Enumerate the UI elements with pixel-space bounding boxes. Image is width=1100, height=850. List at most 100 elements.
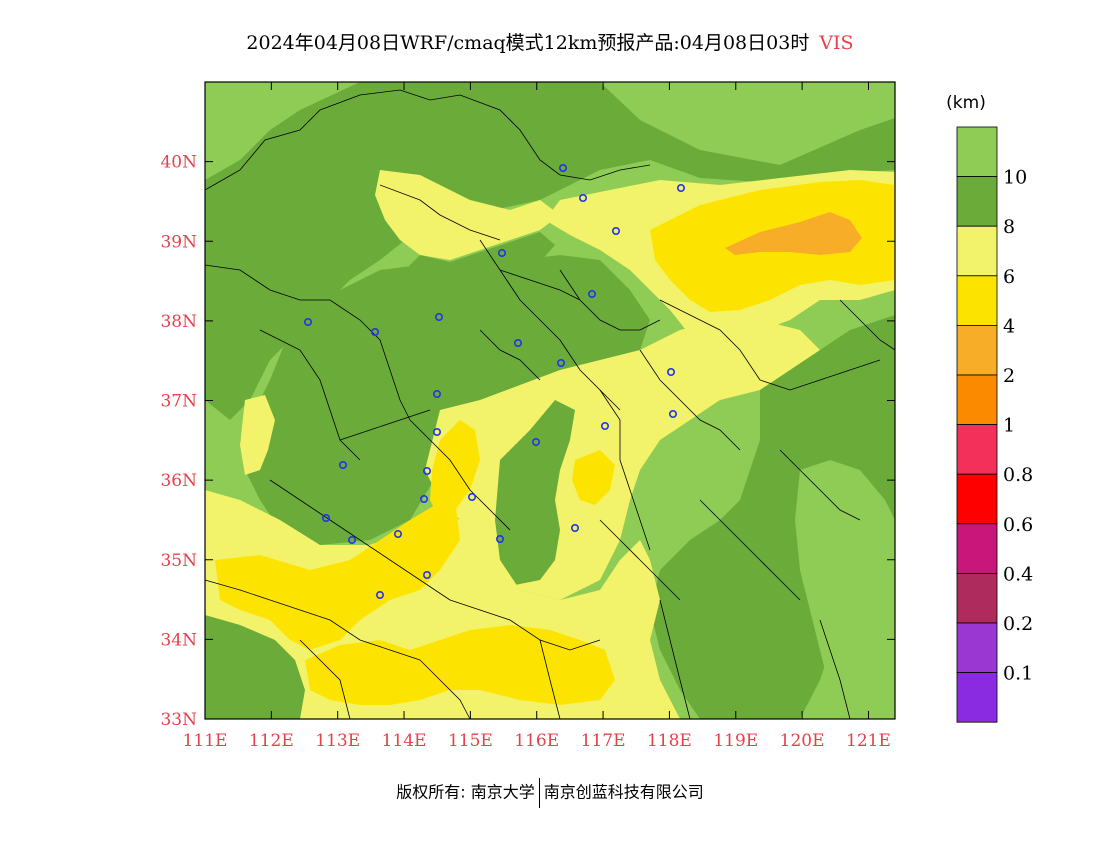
- legend-swatch: [956, 473, 998, 525]
- lat-label-33N: 33N: [160, 710, 197, 730]
- legend-label: 0.6: [1003, 514, 1033, 536]
- legend-label: 2: [1003, 365, 1015, 387]
- city-marker: [495, 534, 504, 543]
- lon-label-117E: 117E: [581, 731, 626, 751]
- color-legend: (km) 10 8 6 4 2 1 0.8 0.6 0.4 0.2 0.1: [946, 93, 1033, 723]
- legend-swatch: [956, 424, 998, 475]
- city-marker: [513, 338, 522, 347]
- city-marker: [497, 249, 506, 258]
- city-marker: [570, 523, 579, 532]
- lat-label-37N: 37N: [160, 392, 197, 412]
- lat-label-39N: 39N: [160, 232, 197, 252]
- city-marker: [434, 312, 443, 321]
- city-marker: [578, 194, 587, 203]
- legend-labels: 10 8 6 4 2 1 0.8 0.6 0.4 0.2 0.1: [1003, 167, 1033, 685]
- legend-label: 8: [1003, 216, 1015, 238]
- chart-title: 2024年04月08日WRF/cmaq模式12km预报产品:04月08日03时 V…: [0, 28, 1100, 55]
- legend-label: 0.2: [1003, 613, 1033, 635]
- city-marker: [432, 389, 441, 398]
- city-marker: [375, 590, 384, 599]
- zone-dark-green-southwest: [205, 615, 305, 719]
- lon-label-115E: 115E: [448, 731, 493, 751]
- city-marker: [556, 358, 565, 367]
- legend-swatch: [956, 324, 998, 376]
- latitude-axis: 40N 39N 38N 37N 36N 35N 34N 33N: [160, 153, 197, 730]
- legend-label: 10: [1003, 167, 1027, 189]
- legend-swatch: [956, 126, 998, 177]
- city-marker: [432, 427, 441, 436]
- zone-yellow-west-patch: [240, 395, 275, 475]
- city-marker: [611, 227, 620, 236]
- legend-label: 0.4: [1003, 563, 1033, 585]
- city-marker: [422, 466, 431, 475]
- lon-label-112E: 112E: [249, 731, 294, 751]
- legend-swatch: [956, 573, 998, 624]
- city-marker: [422, 570, 431, 579]
- axis-ticks: [204, 82, 895, 720]
- city-marker: [600, 421, 609, 430]
- city-markers: [303, 164, 685, 599]
- visibility-zones: [205, 82, 895, 719]
- city-marker: [370, 327, 379, 336]
- lat-label-36N: 36N: [160, 471, 197, 491]
- lat-label-40N: 40N: [160, 153, 197, 173]
- footer-copyright: 版权所有: 南京大学 南京创蓝科技有限公司: [0, 778, 1100, 808]
- city-marker: [338, 460, 347, 469]
- legend-swatch: [956, 275, 998, 326]
- province-borders: [204, 89, 896, 720]
- lat-label-34N: 34N: [160, 630, 197, 650]
- lon-label-121E: 121E: [846, 731, 891, 751]
- legend-swatch: [956, 622, 998, 673]
- city-marker: [419, 494, 428, 503]
- lon-label-116E: 116E: [514, 731, 559, 751]
- legend-label: 6: [1003, 266, 1015, 288]
- city-marker: [531, 437, 540, 446]
- lon-label-111E: 111E: [183, 731, 228, 751]
- city-marker: [587, 289, 596, 298]
- lat-label-38N: 38N: [160, 312, 197, 332]
- longitude-axis: 111E 112E 113E 114E 115E 116E 117E 118E 119E 120E…: [183, 731, 891, 751]
- city-marker: [303, 317, 312, 326]
- lat-label-35N: 35N: [160, 551, 197, 571]
- zone-dark-green-hebei-plain: [495, 400, 575, 585]
- city-marker: [558, 164, 567, 173]
- map-area: [204, 81, 896, 720]
- legend-label: 0.1: [1003, 663, 1033, 685]
- footer-separator: [538, 778, 540, 808]
- title-main: 2024年04月08日WRF/cmaq模式12km预报产品:04月08日03时: [246, 32, 810, 54]
- lon-label-120E: 120E: [780, 731, 825, 751]
- city-marker: [467, 492, 476, 501]
- legend-swatch: [956, 225, 998, 277]
- legend-label: 1: [1003, 415, 1015, 437]
- zone-gold-central-2: [572, 450, 615, 505]
- zone-gold-south-2: [305, 625, 615, 705]
- city-marker: [668, 409, 677, 418]
- footer-right: 南京创蓝科技有限公司: [543, 782, 704, 802]
- zone-dark-green-northwest-patch: [405, 232, 555, 288]
- legend-swatch: [956, 523, 998, 574]
- lon-label-114E: 114E: [382, 731, 427, 751]
- zone-dark-green-north: [205, 82, 895, 420]
- footer-left: 版权所有: 南京大学: [396, 782, 535, 802]
- lon-label-118E: 118E: [647, 731, 692, 751]
- title-variable: VIS: [819, 32, 854, 54]
- lon-label-113E: 113E: [315, 731, 360, 751]
- legend-swatch: [956, 672, 998, 723]
- legend-swatch: [956, 176, 998, 227]
- zone-orange-bohai-core: [725, 212, 862, 255]
- legend-swatches: [956, 126, 998, 723]
- city-marker: [666, 367, 675, 376]
- city-marker: [676, 184, 685, 193]
- city-marker: [321, 513, 330, 522]
- city-marker: [347, 535, 356, 544]
- zone-light-green-east-coast: [795, 460, 895, 719]
- zone-yellow-northwest-band: [375, 170, 560, 260]
- legend-label: 4: [1003, 315, 1015, 337]
- legend-unit: (km): [946, 93, 986, 113]
- zone-gold-central-1: [430, 420, 480, 520]
- lon-label-119E: 119E: [713, 731, 758, 751]
- legend-swatch: [956, 374, 998, 425]
- city-marker: [393, 529, 402, 538]
- legend-label: 0.8: [1003, 464, 1033, 486]
